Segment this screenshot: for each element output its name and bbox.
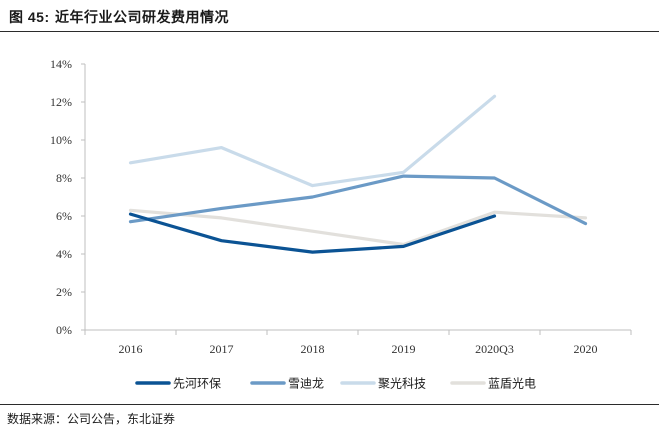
series-line: [128, 208, 588, 247]
x-tick-label: 2018: [301, 342, 325, 356]
y-tick-label: 2%: [56, 285, 72, 299]
source-note: 数据来源：公司公告，东北证券: [7, 412, 176, 426]
x-tick-label: 2016: [119, 342, 143, 356]
y-tick-label: 12%: [50, 95, 72, 109]
legend-label: 雪迪龙: [288, 377, 324, 391]
y-tick-label: 0%: [56, 323, 72, 337]
y-tick-label: 6%: [56, 209, 72, 223]
figure-title: 图 45: 近年行业公司研发费用情况: [9, 7, 229, 27]
y-tick-label: 8%: [56, 171, 72, 185]
line-chart: 0% 2% 4% 6% 8% 10% 12% 14% 2016 2017 2018 2019 2020Q…: [50, 57, 632, 391]
series-line: [128, 212, 497, 254]
title-divider: [0, 31, 659, 32]
legend-label: 蓝盾光电: [488, 377, 536, 391]
figure-title-text: 近年行业公司研发费用情况: [55, 10, 229, 26]
series-line: [128, 174, 588, 226]
y-tick-label: 10%: [50, 133, 72, 147]
x-tick-label: 2017: [210, 342, 234, 356]
series-line: [128, 94, 497, 188]
source-divider: [0, 404, 659, 405]
legend-label: 先河环保: [173, 377, 221, 391]
x-tick-label: 2020Q3: [475, 342, 514, 356]
figure-label: 图 45:: [9, 9, 50, 25]
y-tick-label: 4%: [56, 247, 72, 261]
x-tick-label: 2020: [574, 342, 598, 356]
x-tick-label: 2019: [392, 342, 416, 356]
y-tick-label: 14%: [50, 57, 72, 71]
legend-label: 聚光科技: [378, 377, 426, 391]
